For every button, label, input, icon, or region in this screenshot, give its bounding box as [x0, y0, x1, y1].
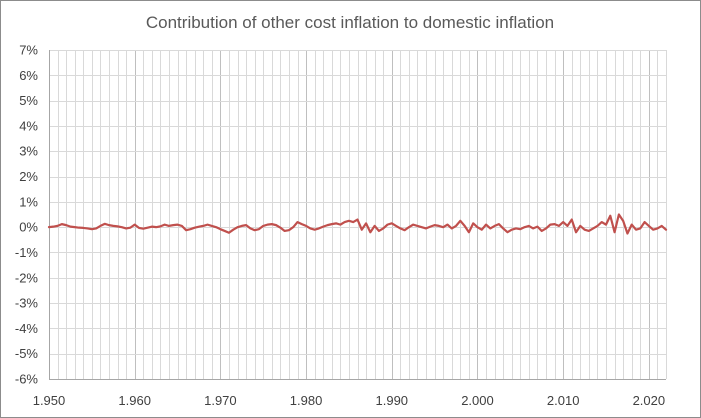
x-tick-label: 2.000 [461, 393, 494, 408]
y-tick-label: 5% [19, 93, 38, 108]
y-tick-label: 4% [19, 118, 38, 133]
x-tick-label: 1.970 [204, 393, 237, 408]
label-layer: -6% -5% -4% -3% -2% -1% 0% 1% 2% 3% 4% 5% 6% 7% 1.950 1… [15, 43, 665, 409]
y-tick-label: -3% [15, 296, 39, 311]
y-tick-label: -1% [15, 245, 39, 260]
y-tick-label: -4% [15, 321, 39, 336]
chart-title: Contribution of other cost inflation to … [146, 13, 554, 32]
x-tick-label: 1.990 [376, 393, 409, 408]
y-tick-label: -2% [15, 270, 39, 285]
y-tick-label: -6% [15, 372, 39, 387]
grid-layer [49, 50, 667, 380]
y-tick-label: 6% [19, 68, 38, 83]
y-tick-label: 0% [19, 220, 38, 235]
axis-layer [49, 50, 667, 380]
series-layer [47, 213, 668, 235]
x-tick-label: 1.950 [33, 393, 66, 408]
x-tick-label: 2.010 [547, 393, 580, 408]
x-tick-label: 1.980 [290, 393, 323, 408]
x-tick-label: 2.020 [633, 393, 666, 408]
series-line [47, 213, 668, 235]
x-tick-label: 1.960 [118, 393, 151, 408]
y-tick-label: 7% [19, 43, 38, 58]
y-tick-label: 3% [19, 144, 38, 159]
y-tick-label: 2% [19, 169, 38, 184]
y-tick-label: 1% [19, 194, 38, 209]
y-tick-label: -5% [15, 346, 39, 361]
